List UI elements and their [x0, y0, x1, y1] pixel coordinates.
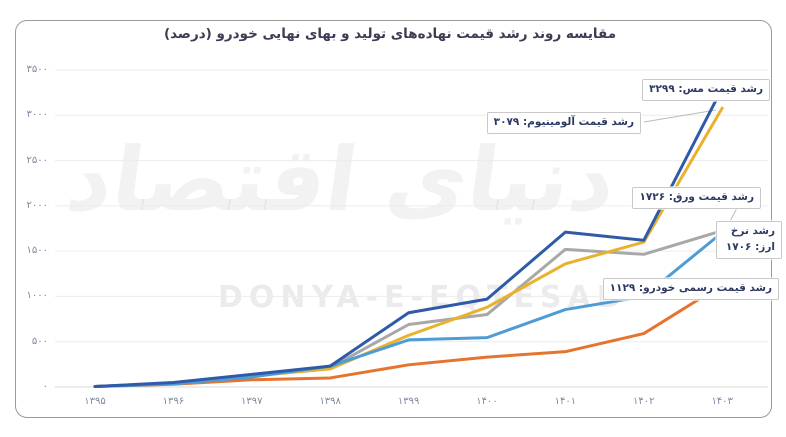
y-tick-label: ۱۵۰۰	[26, 245, 48, 257]
series-line-copper	[93, 86, 724, 389]
x-tick-label: ۱۴۰۳	[711, 396, 733, 407]
y-tick-label: ۱۰۰۰	[26, 290, 48, 302]
x-tick-label: ۱۴۰۰	[476, 396, 498, 407]
chart-title: مقایسه روند رشد قیمت نهاده‌های تولید و ب…	[163, 26, 617, 42]
annotation-leader-line	[643, 109, 717, 123]
y-tick-label: ۲۵۰۰	[26, 154, 48, 166]
y-tick-label: ۲۰۰۰	[26, 199, 48, 211]
y-tick-label: ۳۰۰۰	[26, 109, 48, 121]
annotation-exchange-rate-growth: رشد نرخ ارز: ۱۷۰۶	[716, 221, 782, 259]
x-tick-label: ۱۳۹۵	[84, 396, 106, 407]
annotation-copper-price-growth: رشد قیمت مس: ۳۲۹۹	[642, 79, 770, 101]
x-tick-label: ۱۳۹۶	[162, 396, 185, 407]
x-tick-label: ۱۳۹۷	[241, 396, 263, 407]
series-line-aluminum	[93, 106, 724, 389]
y-tick-label: ۵۰۰	[31, 335, 48, 347]
annotation-sheet-metal-price-growth: رشد قیمت ورق: ۱۷۲۶	[632, 187, 761, 209]
y-tick-label: ۰	[42, 381, 48, 392]
series-line-exchange-rate	[93, 230, 724, 389]
y-tick-label: ۳۵۰۰	[26, 64, 48, 75]
x-tick-label: ۱۴۰۱	[554, 396, 577, 407]
series-line-sheet-metal	[93, 229, 724, 389]
x-tick-label: ۱۳۹۸	[319, 396, 341, 407]
annotation-car-official-price-growth: رشد قیمت رسمی خودرو: ۱۱۲۹	[602, 278, 779, 300]
annotation-aluminum-price-growth: رشد قیمت آلومینیوم: ۳۰۷۹	[486, 112, 641, 134]
x-tick-label: ۱۳۹۹	[397, 396, 420, 407]
x-tick-label: ۱۴۰۲	[633, 396, 655, 407]
